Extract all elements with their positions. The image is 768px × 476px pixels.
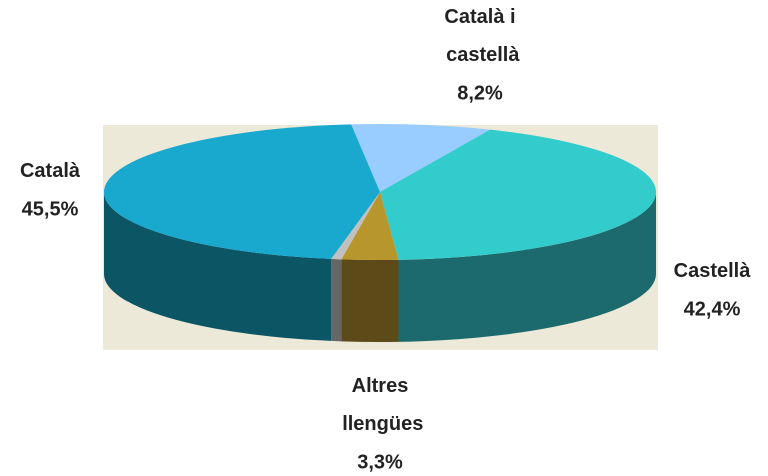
- slice-side: [103, 192, 332, 341]
- slice-side: [341, 259, 399, 343]
- label-line: Altres: [352, 375, 409, 397]
- slice: [104, 124, 381, 259]
- slice-label: Altres llengües: [337, 375, 424, 435]
- value-label: 42,4%: [684, 298, 741, 320]
- slice: [351, 124, 491, 192]
- slice-side: [398, 192, 656, 342]
- slice-label: Català: [20, 160, 81, 182]
- slice: [341, 192, 399, 260]
- label-line: Català i: [444, 6, 515, 28]
- label-line: Català: [20, 160, 81, 182]
- label-line: llengües: [337, 413, 424, 435]
- slice-label: Català i castellà: [441, 6, 521, 66]
- slice: [331, 192, 380, 260]
- value-label: 8,2%: [457, 82, 503, 104]
- value-label: 3,3%: [357, 451, 403, 473]
- label-line: castellà: [441, 44, 521, 66]
- slice-side: [331, 258, 342, 342]
- label-line: Castellà: [674, 260, 752, 282]
- value-label: 45,5%: [22, 198, 79, 220]
- slice: [380, 129, 656, 260]
- slice-label: Castellà: [674, 260, 752, 282]
